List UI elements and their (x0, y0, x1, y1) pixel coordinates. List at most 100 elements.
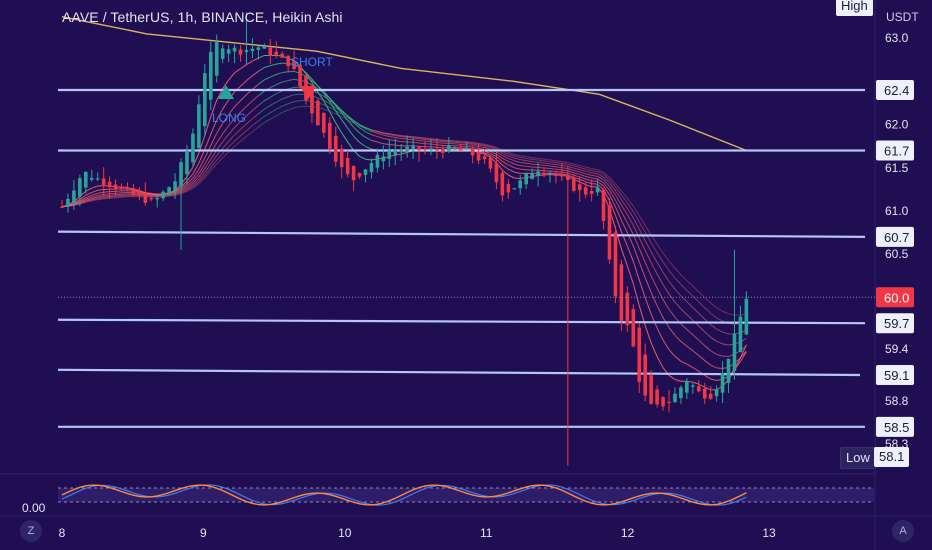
ma-ribbon-segment (508, 174, 515, 179)
ma-ribbon-segment (656, 243, 664, 254)
ma-ribbon-segment (686, 280, 694, 287)
ma-ribbon-segment (680, 284, 688, 291)
ma-ribbon-segment (270, 115, 277, 120)
last-price-badge (876, 287, 914, 308)
ma-ribbon-segment (79, 198, 87, 203)
ma-ribbon-segment (597, 175, 604, 181)
ma-ribbon-segment (413, 137, 420, 140)
x-tick-label: 8 (59, 526, 66, 540)
ma-ribbon (61, 54, 747, 391)
ma-ribbon-segment (169, 194, 176, 197)
ma-ribbon-segment (424, 140, 432, 143)
candle-body (548, 173, 552, 175)
candle-body (524, 173, 528, 185)
ma-ribbon-segment (359, 155, 366, 160)
ma-ribbon-segment (377, 131, 384, 134)
ma-ribbon-segment (668, 308, 676, 318)
ma-ribbon-segment (686, 290, 694, 297)
ma-ribbon-segment (543, 158, 551, 161)
ma-ribbon-segment (222, 134, 230, 143)
ma-ribbon-segment (484, 153, 491, 158)
ma-ribbon-segment (490, 154, 497, 160)
ma-ribbon-segment (329, 111, 337, 124)
ma-ribbon-segment (204, 167, 212, 176)
ma-ribbon-segment (472, 141, 479, 144)
ma-ribbon-segment (383, 143, 390, 146)
ma-ribbon-segment (614, 228, 622, 250)
ma-ribbon-segment (502, 152, 509, 157)
ma-ribbon-segment (508, 151, 515, 155)
ma-ribbon-segment (597, 173, 604, 178)
ma-ribbon-segment (222, 141, 230, 149)
ma-ribbon-segment (365, 127, 372, 131)
oscillator-level-label: 0.00 (22, 501, 46, 515)
ma-ribbon-segment (258, 108, 265, 115)
zoom-button[interactable]: Z (20, 520, 42, 542)
ma-ribbon-segment (650, 242, 658, 253)
ma-ribbon-segment (716, 328, 723, 333)
ma-ribbon-segment (395, 153, 402, 156)
ma-ribbon-segment (609, 194, 616, 207)
candle-body (405, 146, 409, 152)
ma-ribbon-segment (192, 176, 200, 184)
ma-ribbon-segment (359, 124, 366, 130)
ma-ribbon-segment (216, 133, 224, 144)
ma-ribbon-segment (216, 153, 224, 161)
ma-ribbon-segment (573, 169, 580, 173)
ma-ribbon-segment (561, 162, 568, 165)
ma-ribbon-segment (282, 103, 289, 107)
ma-ribbon-segment (216, 123, 224, 134)
candle-body (601, 189, 606, 221)
ma-ribbon-segment (252, 126, 259, 132)
candle-body (316, 100, 320, 126)
ma-ribbon-segment (484, 145, 491, 149)
candle-body (375, 154, 380, 168)
ma-ribbon-segment (323, 93, 331, 103)
candle-body (696, 386, 701, 392)
ma-ribbon-segment (103, 191, 110, 193)
ma-ribbon-segment (383, 132, 390, 136)
ma-ribbon-segment (508, 155, 515, 159)
candle-body (167, 187, 171, 195)
ma-ribbon-segment (520, 155, 527, 158)
ma-ribbon-segment (514, 163, 521, 167)
ma-ribbon-segment (85, 199, 92, 202)
ma-ribbon-segment (413, 136, 420, 138)
candle-body (595, 187, 600, 193)
ma-ribbon-segment (389, 139, 396, 142)
ma-ribbon-segment (620, 199, 628, 209)
ma-ribbon-segment (668, 281, 676, 290)
ma-ribbon-segment (478, 144, 485, 147)
ma-ribbon-segment (234, 135, 241, 142)
long-moving-average (61, 15, 747, 152)
ma-ribbon-segment (234, 68, 241, 74)
ma-ribbon-segment (79, 201, 86, 205)
ma-ribbon-segment (246, 60, 253, 66)
ma-ribbon-segment (579, 176, 586, 180)
ma-ribbon-segment (496, 156, 503, 162)
ma-ribbon-segment (246, 75, 253, 81)
level-price-badge (876, 365, 914, 386)
candle-body (726, 358, 731, 383)
ma-ribbon-segment (620, 248, 628, 267)
ma-ribbon-segment (739, 351, 747, 362)
ma-ribbon-segment (620, 204, 628, 216)
candle-body (452, 148, 457, 150)
high-badge: High (836, 0, 873, 16)
ma-ribbon-segment (276, 90, 283, 95)
ma-ribbon-segment (401, 135, 408, 137)
ma-ribbon-segment (555, 162, 562, 164)
candle-body (322, 112, 326, 133)
ma-ribbon-segment (644, 232, 652, 244)
ma-ribbon-segment (472, 142, 479, 145)
auto-scale-button[interactable]: A (892, 520, 914, 542)
ma-ribbon-segment (115, 194, 122, 197)
ma-ribbon-segment (668, 260, 676, 269)
ma-ribbon-segment (615, 190, 622, 200)
ma-ribbon-segment (204, 134, 212, 150)
x-tick-label: 11 (480, 526, 493, 540)
candle-body (411, 145, 415, 149)
ma-ribbon-segment (638, 237, 646, 251)
ma-ribbon-segment (180, 190, 188, 195)
